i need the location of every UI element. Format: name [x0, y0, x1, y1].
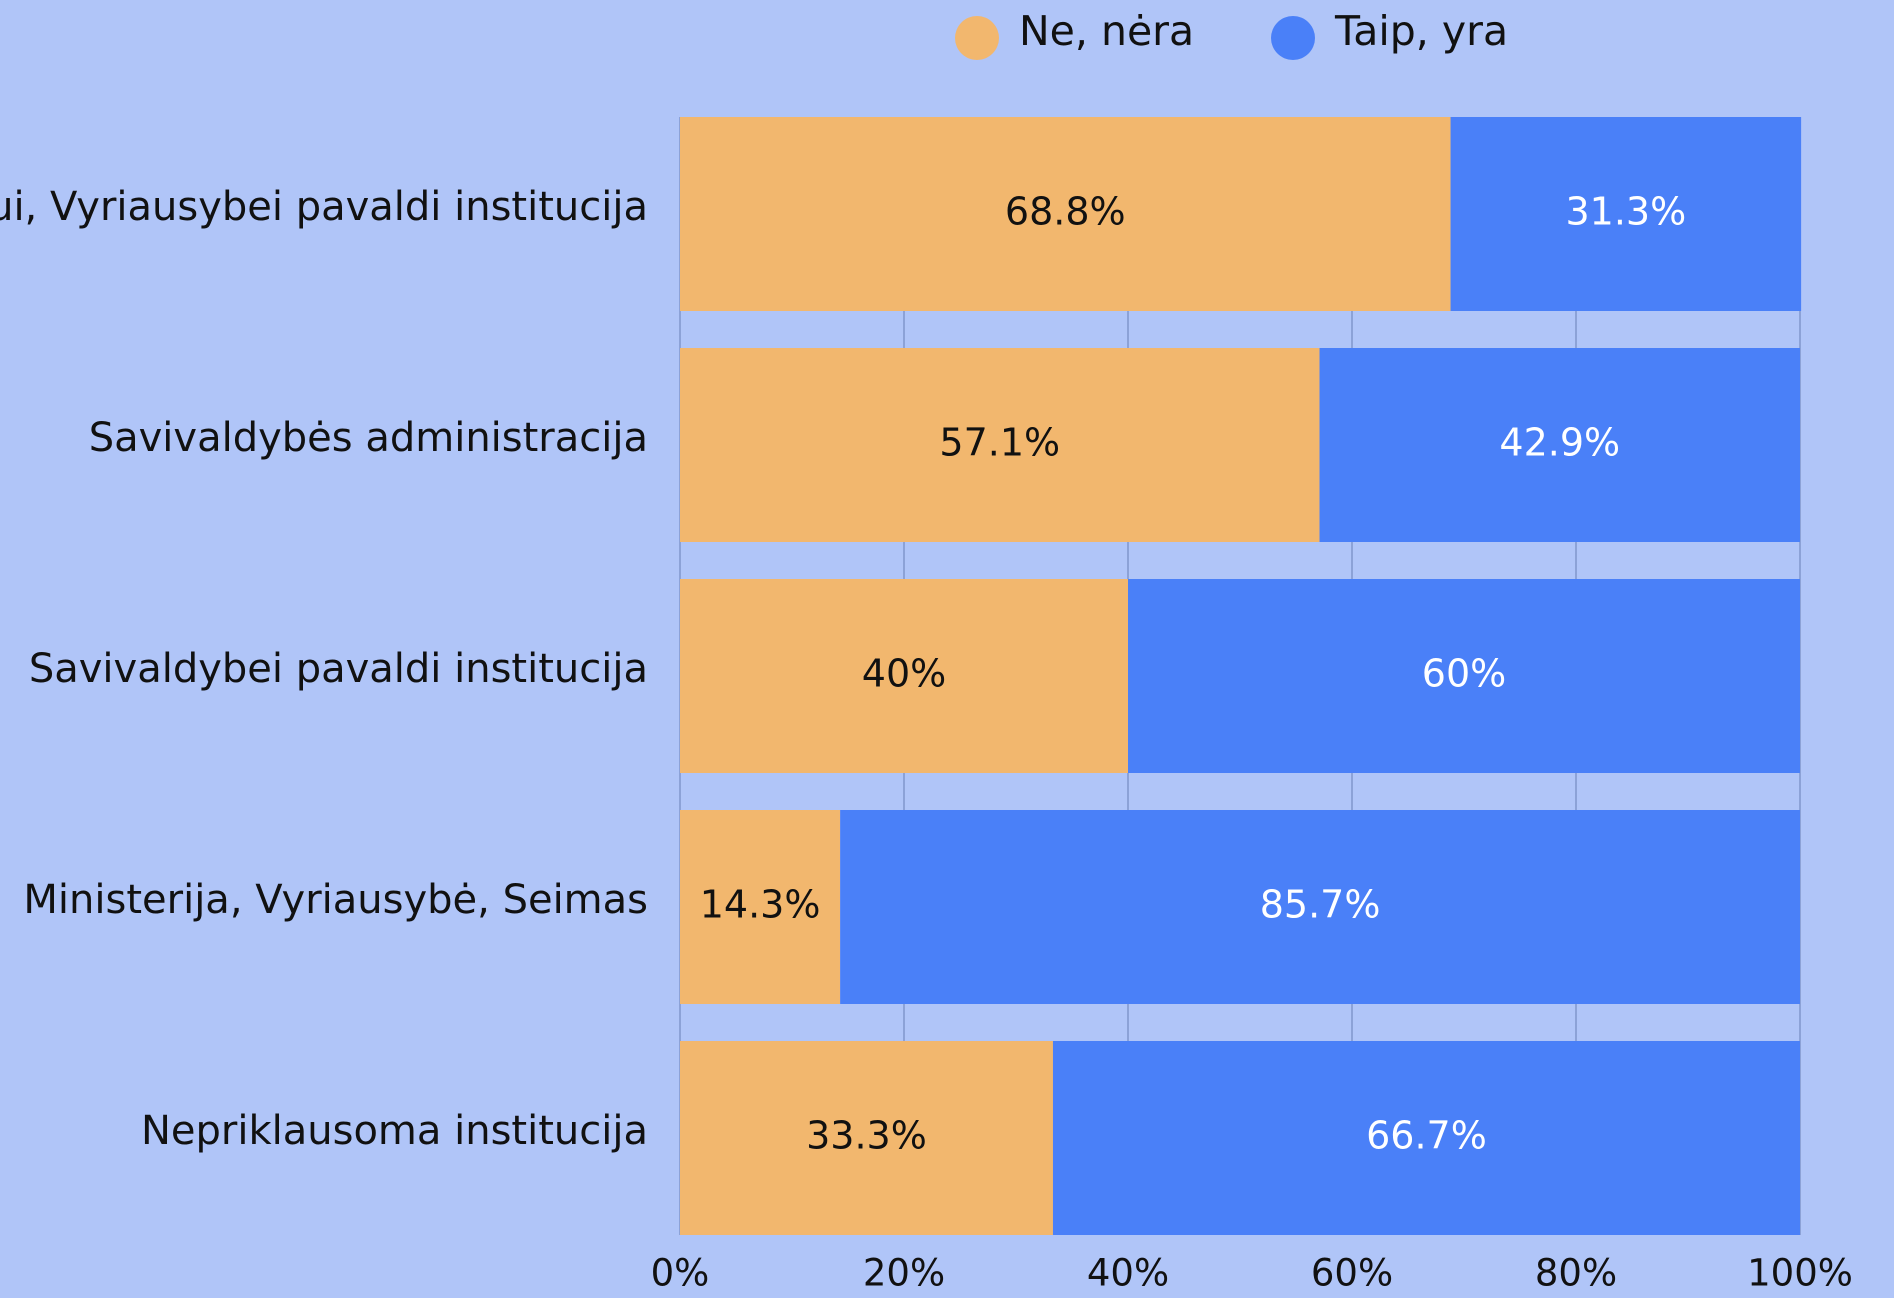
x-tick-label: 0% [651, 1252, 710, 1295]
x-tick-label: 40% [1087, 1252, 1169, 1295]
bar-segment [840, 810, 1800, 1004]
bar-segment [680, 348, 1320, 542]
y-tick-label: ui, Vyriausybei pavaldi institucija [0, 184, 648, 230]
bar-segment [1052, 1041, 1800, 1235]
bar-segment [680, 810, 841, 1004]
data-label: 14.3% [700, 883, 821, 927]
x-tick-label: 100% [1747, 1252, 1853, 1295]
legend-marker [955, 16, 999, 60]
bar-segment [1128, 579, 1800, 773]
x-tick-label: 80% [1535, 1252, 1617, 1295]
data-label: 33.3% [806, 1114, 927, 1158]
y-tick-label: Savivaldybei pavaldi institucija [29, 646, 648, 692]
data-label: 42.9% [1499, 421, 1620, 465]
data-label: 68.8% [1005, 190, 1126, 234]
y-tick-label: Ministerija, Vyriausybė, Seimas [23, 877, 648, 923]
y-tick-label: Savivaldybės administracija [89, 415, 648, 461]
bar-segment [680, 579, 1128, 773]
bar-segment [680, 117, 1451, 311]
bar-segment [680, 1041, 1053, 1235]
bar-segment [1450, 117, 1802, 311]
data-label: 85.7% [1260, 883, 1381, 927]
data-label: 31.3% [1565, 190, 1686, 234]
legend-label: Ne, nėra [1019, 7, 1194, 55]
y-tick-label: Nepriklausoma institucija [141, 1108, 648, 1154]
bar-segment [1319, 348, 1800, 542]
data-label: 57.1% [939, 421, 1060, 465]
data-label: 66.7% [1366, 1114, 1487, 1158]
legend-label: Taip, yra [1334, 7, 1508, 55]
data-label: 40% [862, 652, 946, 696]
legend-marker [1271, 16, 1315, 60]
x-tick-label: 20% [863, 1252, 945, 1295]
data-label: 60% [1422, 652, 1506, 696]
x-tick-label: 60% [1311, 1252, 1393, 1295]
